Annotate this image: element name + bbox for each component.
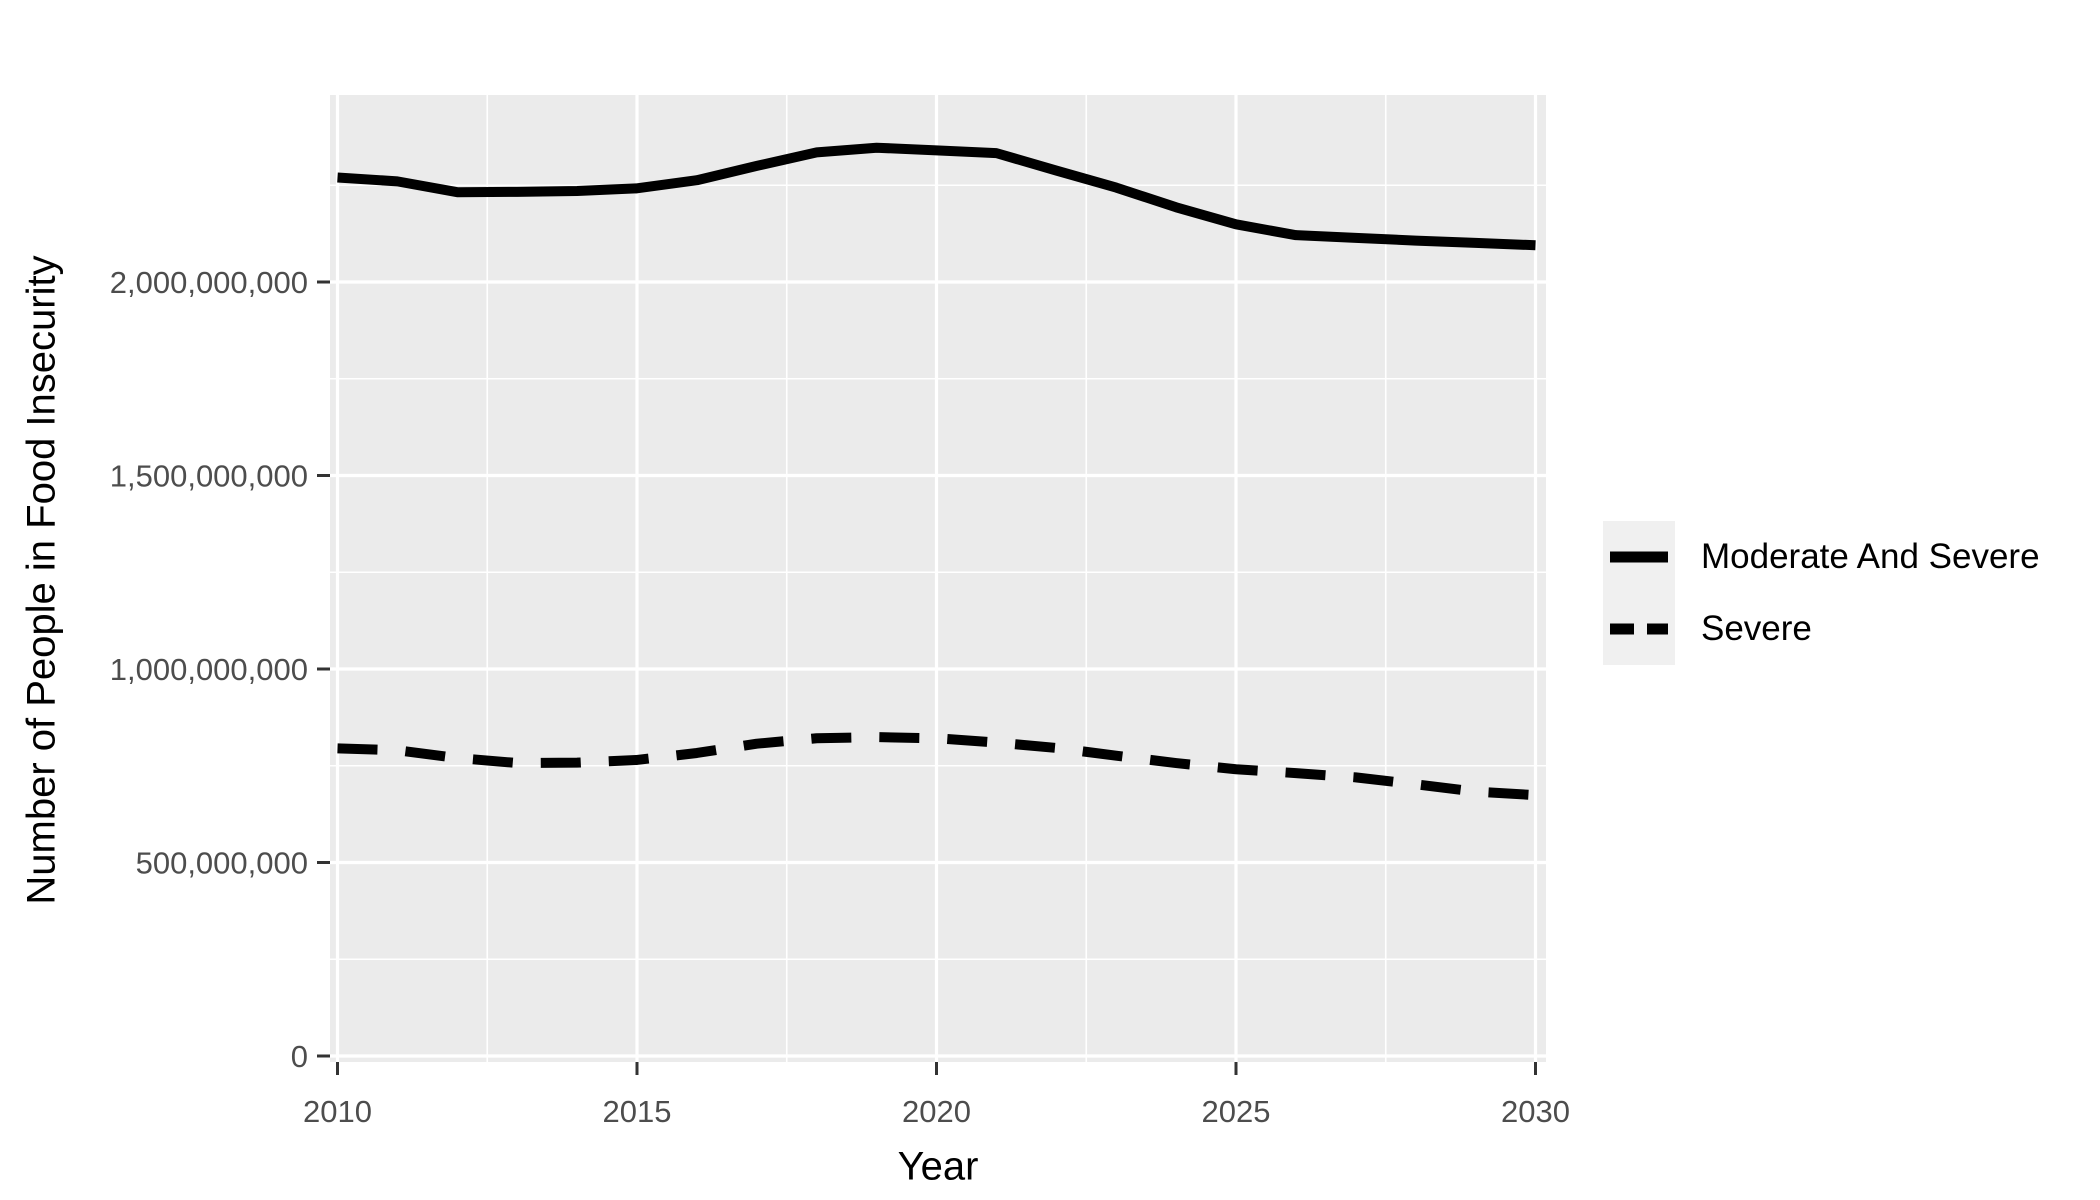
series-line-moderate-and-severe — [337, 142, 1536, 251]
legend-label-severe: Severe — [1701, 609, 1812, 648]
legend-entry-moderate-and-severe: Moderate And Severe — [1603, 521, 2040, 593]
legend-key-dashed-line-icon — [1603, 593, 1675, 665]
legend-key-solid-line-icon — [1603, 521, 1675, 593]
x-tick-label: 2025 — [1202, 1094, 1271, 1129]
x-axis-title: Year — [897, 1144, 979, 1189]
legend: Moderate And Severe Severe — [1603, 521, 2040, 665]
x-tick-label: 2020 — [902, 1094, 971, 1129]
legend-entry-severe: Severe — [1603, 593, 2040, 665]
y-axis-title: Number of People in Food Insecurity — [19, 255, 64, 905]
y-tick-label: 1,000,000,000 — [110, 652, 308, 687]
y-tick-label: 1,500,000,000 — [110, 459, 308, 494]
y-tick-label: 0 — [291, 1039, 308, 1074]
y-tick-label: 500,000,000 — [136, 846, 308, 881]
legend-label-moderate-and-severe: Moderate And Severe — [1701, 537, 2040, 576]
x-tick-label: 2030 — [1501, 1094, 1570, 1129]
x-tick-label: 2010 — [303, 1094, 372, 1129]
x-tick-label: 2015 — [603, 1094, 672, 1129]
y-tick-label: 2,000,000,000 — [110, 265, 308, 300]
